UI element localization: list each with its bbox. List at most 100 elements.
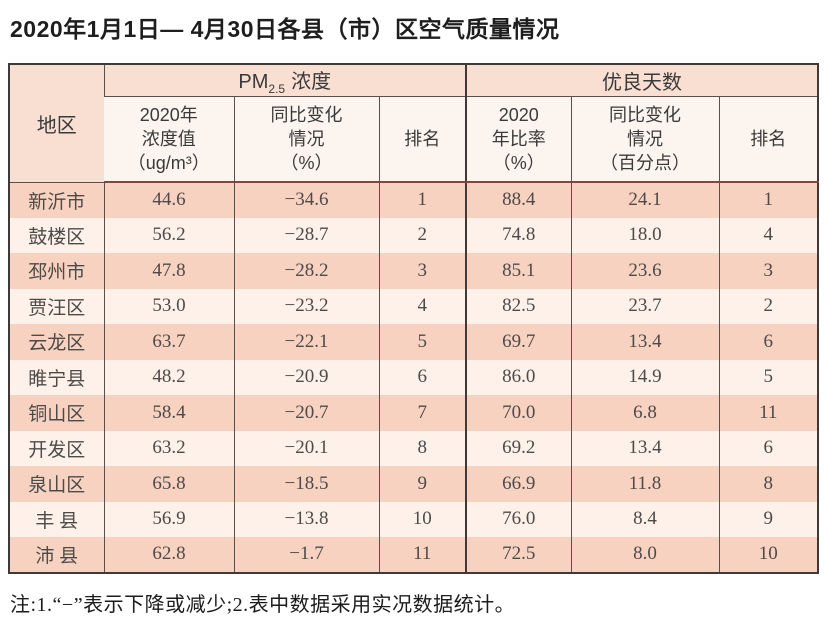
cell-good-change: 6.8 bbox=[570, 395, 720, 431]
air-quality-table: 地区 PM2.5 浓度 优良天数 2020年 浓度值 （ug/m³） 同比变化 情… bbox=[8, 63, 820, 574]
column-header-pm-value: 2020年 浓度值 （ug/m³） bbox=[104, 96, 234, 183]
cell-pm-rank: 11 bbox=[378, 537, 467, 573]
cell-pm-change: −13.8 bbox=[233, 501, 379, 537]
cell-good-rank: 6 bbox=[718, 430, 819, 466]
table-row: 云龙区 63.7 −22.1 5 69.7 13.4 6 bbox=[9, 324, 819, 360]
header-group-row: 地区 PM2.5 浓度 优良天数 bbox=[9, 64, 819, 183]
cell-pm-rank: 9 bbox=[378, 466, 467, 502]
cell-good-change: 24.1 bbox=[570, 182, 720, 218]
table-row: 邳州市 47.8 −28.2 3 85.1 23.6 3 bbox=[9, 253, 819, 289]
cell-pm-change: −28.2 bbox=[233, 253, 379, 289]
cell-region: 贾汪区 bbox=[28, 297, 86, 319]
cell-region: 鼓楼区 bbox=[28, 226, 86, 248]
cell-pm-value: 63.7 bbox=[103, 324, 234, 360]
cell-region: 丰 县 bbox=[35, 510, 79, 532]
cell-region: 新沂市 bbox=[28, 191, 86, 213]
page-title: 2020年1月1日— 4月30日各县（市）区空气质量情况 bbox=[10, 16, 560, 42]
cell-pm-value: 48.2 bbox=[103, 359, 234, 395]
cell-pm-change: −34.6 bbox=[233, 182, 379, 218]
cell-pm-value: 44.6 bbox=[103, 182, 234, 218]
cell-good-change: 8.0 bbox=[570, 537, 720, 573]
cell-good-rate: 70.0 bbox=[465, 395, 572, 431]
column-header-good-change: 同比变化 情况 （百分点） bbox=[570, 96, 720, 183]
header-sub-row: 2020年 浓度值 （ug/m³） 同比变化 情况 （%） 排名 2020 年比… bbox=[9, 96, 819, 183]
cell-good-change: 23.7 bbox=[570, 288, 720, 324]
table-row: 铜山区 58.4 −20.7 7 70.0 6.8 11 bbox=[9, 395, 819, 431]
table-row: 泉山区 65.8 −18.5 9 66.9 11.8 8 bbox=[9, 466, 819, 502]
pm-change-line2: 情况 bbox=[288, 129, 325, 149]
cell-region: 开发区 bbox=[28, 439, 86, 461]
good-change-line2: 情况 bbox=[627, 129, 664, 149]
pm25-label-subscript: 2.5 bbox=[268, 82, 286, 96]
pm-value-line1: 2020年 bbox=[139, 105, 198, 125]
cell-pm-value: 62.8 bbox=[103, 537, 234, 573]
cell-good-change: 13.4 bbox=[570, 324, 720, 360]
cell-good-rank: 5 bbox=[718, 359, 819, 395]
cell-good-change: 18.0 bbox=[570, 217, 720, 253]
column-group-good-days: 优良天数 bbox=[465, 64, 819, 97]
footnote: 注:1.“−”表示下降或减少;2.表中数据采用实况数据统计。 bbox=[10, 593, 516, 616]
cell-good-change: 13.4 bbox=[570, 430, 720, 466]
cell-pm-rank: 3 bbox=[378, 253, 467, 289]
good-rate-line2: 年比率 bbox=[491, 129, 546, 149]
table-row: 新沂市 44.6 −34.6 1 88.4 24.1 1 bbox=[9, 182, 819, 218]
table-row: 沛 县 62.8 −1.7 11 72.5 8.0 10 bbox=[9, 537, 819, 573]
cell-good-rate: 85.1 bbox=[465, 253, 572, 289]
cell-good-rank: 6 bbox=[718, 324, 819, 360]
column-header-region: 地区 bbox=[9, 64, 104, 183]
pm-change-line1: 同比变化 bbox=[270, 105, 343, 125]
cell-pm-rank: 4 bbox=[378, 288, 467, 324]
cell-pm-rank: 2 bbox=[378, 217, 467, 253]
table-header: 地区 PM2.5 浓度 优良天数 2020年 浓度值 （ug/m³） 同比变化 情… bbox=[9, 64, 819, 183]
cell-pm-change: −18.5 bbox=[233, 466, 379, 502]
cell-good-change: 23.6 bbox=[570, 253, 720, 289]
cell-pm-rank: 1 bbox=[378, 182, 467, 218]
cell-pm-value: 56.2 bbox=[103, 217, 234, 253]
cell-region: 云龙区 bbox=[28, 333, 86, 355]
cell-pm-rank: 8 bbox=[378, 430, 467, 466]
cell-good-rank: 3 bbox=[718, 253, 819, 289]
cell-good-rate: 82.5 bbox=[465, 288, 572, 324]
column-group-pm25: PM2.5 浓度 bbox=[103, 64, 467, 97]
good-rate-line3: （%） bbox=[492, 153, 545, 173]
cell-pm-value: 53.0 bbox=[103, 288, 234, 324]
cell-good-change: 14.9 bbox=[570, 359, 720, 395]
cell-pm-value: 47.8 bbox=[103, 253, 234, 289]
column-header-good-rate: 2020 年比率 （%） bbox=[465, 96, 572, 183]
cell-good-rank: 8 bbox=[718, 466, 819, 502]
cell-region: 沛 县 bbox=[35, 545, 79, 567]
cell-pm-change: −23.2 bbox=[233, 288, 379, 324]
cell-pm-value: 63.2 bbox=[103, 430, 234, 466]
table-row: 贾汪区 53.0 −23.2 4 82.5 23.7 2 bbox=[9, 288, 819, 324]
pm25-label-suffix: 浓度 bbox=[291, 71, 332, 93]
good-change-line3: （百分点） bbox=[600, 153, 691, 173]
column-header-pm-rank: 排名 bbox=[378, 96, 467, 183]
cell-good-rate: 69.2 bbox=[465, 430, 572, 466]
cell-pm-rank: 7 bbox=[378, 395, 467, 431]
cell-pm-value: 56.9 bbox=[103, 501, 234, 537]
table-row: 睢宁县 48.2 −20.9 6 86.0 14.9 5 bbox=[9, 359, 819, 395]
cell-pm-change: −20.7 bbox=[233, 395, 379, 431]
cell-good-rank: 2 bbox=[718, 288, 819, 324]
cell-good-rank: 1 bbox=[718, 182, 819, 218]
good-change-line1: 同比变化 bbox=[609, 105, 682, 125]
cell-pm-rank: 10 bbox=[378, 501, 467, 537]
cell-region: 铜山区 bbox=[28, 404, 86, 426]
cell-region: 睢宁县 bbox=[28, 368, 86, 390]
cell-pm-rank: 6 bbox=[378, 359, 467, 395]
cell-pm-change: −22.1 bbox=[233, 324, 379, 360]
pm25-label-prefix: PM bbox=[238, 71, 269, 93]
cell-pm-change: −28.7 bbox=[233, 217, 379, 253]
cell-pm-change: −20.9 bbox=[233, 359, 379, 395]
cell-good-rate: 72.5 bbox=[465, 537, 572, 573]
column-header-good-rank: 排名 bbox=[718, 96, 819, 183]
cell-pm-value: 58.4 bbox=[103, 395, 234, 431]
cell-good-rank: 9 bbox=[718, 501, 819, 537]
cell-good-rate: 76.0 bbox=[465, 501, 572, 537]
cell-good-rate: 88.4 bbox=[465, 182, 572, 218]
pm-change-line3: （%） bbox=[280, 153, 333, 173]
cell-pm-rank: 5 bbox=[378, 324, 467, 360]
cell-good-rate: 69.7 bbox=[465, 324, 572, 360]
cell-good-change: 11.8 bbox=[570, 466, 720, 502]
